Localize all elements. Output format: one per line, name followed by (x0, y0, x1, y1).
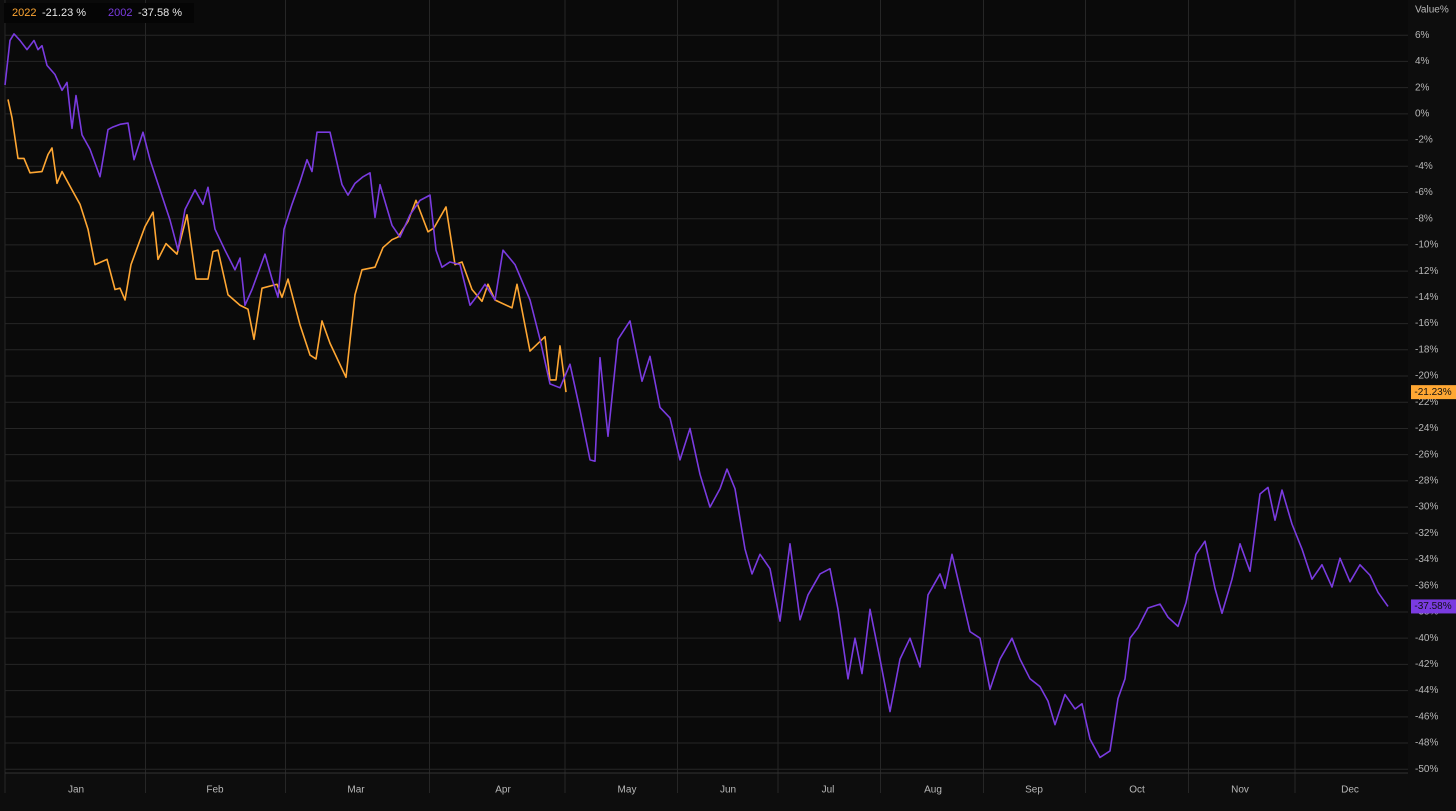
y-tick-label: -50% (1415, 764, 1438, 775)
y-tick-label: -4% (1415, 161, 1433, 172)
y-tick-label: -26% (1415, 449, 1438, 460)
axis: Value% 6% 4% 2% 0% -2% -4% -6% -8% -10% -12% -14% -… (5, 5, 1456, 796)
y-tick-label: -8% (1415, 213, 1433, 224)
end-badge (1411, 385, 1456, 400)
y-tick-label: -6% (1415, 187, 1433, 198)
series-line (7, 99, 567, 393)
y-tick-label: -34% (1415, 554, 1438, 565)
x-tick-label: Feb (206, 785, 224, 796)
series-line (4, 33, 1389, 759)
y-tick-label: 6% (1415, 30, 1430, 41)
legend-name: 2022 (12, 7, 36, 19)
x-tick-label: Nov (1231, 785, 1249, 796)
legend-value: -21.23 % (42, 7, 86, 19)
y-tick-label: -32% (1415, 528, 1438, 539)
y-tick-label: 0% (1415, 108, 1430, 119)
y-tick-label: -24% (1415, 423, 1438, 434)
x-tick-label: Dec (1341, 785, 1359, 796)
legend-box (4, 3, 194, 23)
y-tick-label: -44% (1415, 685, 1438, 696)
x-tick-label: Jun (720, 785, 736, 796)
x-tick-label: Oct (1129, 785, 1145, 796)
x-tick-label: Jan (68, 785, 84, 796)
y-tick-label: -30% (1415, 502, 1438, 513)
y-axis-title: Value% (1415, 5, 1449, 16)
legend: 2022 -21.23 % 2002 -37.58 % (4, 3, 194, 23)
y-tick-label: -22% (1415, 397, 1438, 408)
y-tick-label: -46% (1415, 711, 1438, 722)
x-tick-label: Apr (495, 785, 511, 796)
y-tick-label: -10% (1415, 240, 1438, 251)
y-tick-label: -16% (1415, 318, 1438, 329)
y-tick-label: -28% (1415, 476, 1438, 487)
grid (4, 0, 1408, 793)
y-tick-label: -40% (1415, 633, 1438, 644)
y-tick-label: -20% (1415, 371, 1438, 382)
x-tick-label: Jul (822, 785, 835, 796)
y-tick-label: -2% (1415, 135, 1433, 146)
legend-value: -37.58 % (138, 7, 182, 19)
y-tick-label: -18% (1415, 344, 1438, 355)
y-tick-label: -12% (1415, 266, 1438, 277)
end-badge (1411, 599, 1456, 614)
y-tick-label: -48% (1415, 738, 1438, 749)
plot-area (5, 0, 1408, 773)
y-tick-label: -42% (1415, 659, 1438, 670)
x-tick-label: May (618, 785, 637, 796)
y-tick-label: 4% (1415, 56, 1430, 67)
x-tick-label: Mar (347, 785, 365, 796)
legend-name: 2002 (108, 7, 132, 19)
x-tick-label: Sep (1025, 785, 1043, 796)
y-tick-label: -14% (1415, 292, 1438, 303)
end-label: -21.23% (1414, 387, 1451, 398)
y-tick-label: 2% (1415, 82, 1430, 93)
end-label: -37.58% (1414, 601, 1451, 612)
x-tick-label: Aug (924, 785, 942, 796)
lines (4, 33, 1389, 759)
y-tick-label: -36% (1415, 580, 1438, 591)
